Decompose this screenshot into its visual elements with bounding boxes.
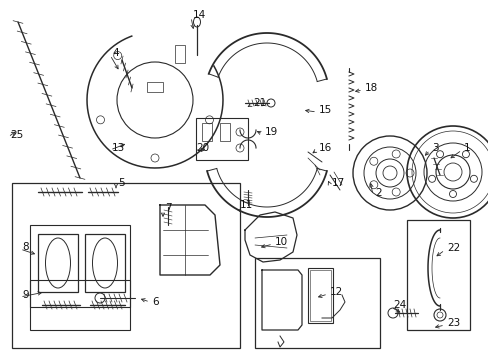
Text: 18: 18: [364, 83, 378, 93]
Text: 16: 16: [318, 143, 331, 153]
Text: 8: 8: [22, 242, 29, 252]
Text: 5: 5: [118, 178, 124, 188]
Text: 24: 24: [392, 300, 406, 310]
Text: 23: 23: [446, 318, 459, 328]
Text: 3: 3: [431, 143, 438, 153]
Text: 20: 20: [196, 143, 209, 153]
Text: 4: 4: [112, 48, 119, 58]
Text: 6: 6: [152, 297, 158, 307]
Text: 9: 9: [22, 290, 29, 300]
Text: 12: 12: [329, 287, 343, 297]
Text: 15: 15: [318, 105, 331, 115]
Text: 17: 17: [331, 178, 345, 188]
Text: 21: 21: [252, 98, 265, 108]
Text: 10: 10: [274, 237, 287, 247]
Text: 7: 7: [164, 203, 171, 213]
Text: 19: 19: [264, 127, 278, 137]
Text: 1: 1: [463, 143, 469, 153]
Text: 2: 2: [374, 188, 381, 198]
Text: 22: 22: [446, 243, 459, 253]
Text: 14: 14: [193, 10, 206, 20]
Text: 11: 11: [240, 200, 253, 210]
Text: 25: 25: [10, 130, 23, 140]
Text: 13: 13: [112, 143, 125, 153]
